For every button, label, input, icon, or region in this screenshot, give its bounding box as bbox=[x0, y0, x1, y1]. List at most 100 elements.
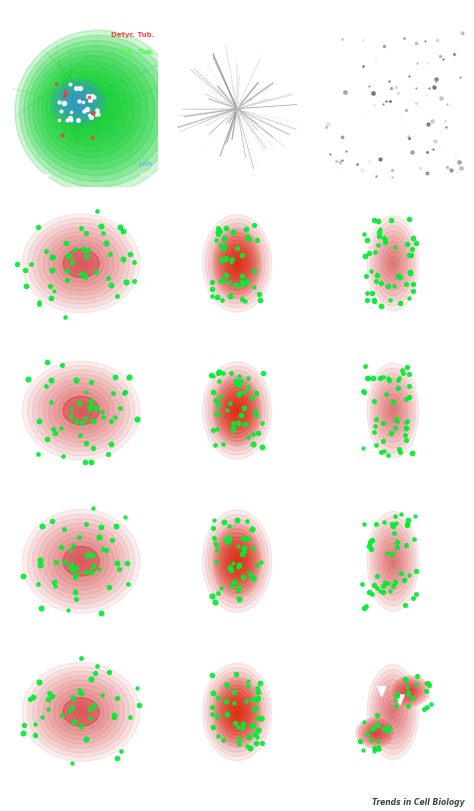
Polygon shape bbox=[218, 236, 256, 290]
Text: Detyr. Tub.: Detyr. Tub. bbox=[111, 32, 155, 38]
Polygon shape bbox=[386, 700, 399, 724]
Polygon shape bbox=[37, 56, 148, 164]
Polygon shape bbox=[227, 396, 247, 425]
Polygon shape bbox=[236, 262, 238, 265]
Text: (B): (B) bbox=[9, 200, 23, 208]
Polygon shape bbox=[64, 249, 99, 278]
Polygon shape bbox=[59, 86, 97, 118]
Polygon shape bbox=[59, 392, 104, 429]
Polygon shape bbox=[227, 546, 247, 577]
Polygon shape bbox=[226, 696, 248, 728]
Polygon shape bbox=[392, 262, 394, 265]
Text: Control: Control bbox=[125, 200, 153, 208]
Polygon shape bbox=[373, 226, 413, 301]
Polygon shape bbox=[408, 688, 415, 693]
Polygon shape bbox=[231, 552, 243, 570]
Polygon shape bbox=[206, 366, 268, 455]
Text: 00:32: 00:32 bbox=[442, 619, 465, 628]
Polygon shape bbox=[381, 242, 405, 285]
Polygon shape bbox=[221, 537, 253, 586]
Polygon shape bbox=[226, 544, 248, 578]
Polygon shape bbox=[27, 366, 135, 456]
Polygon shape bbox=[69, 702, 93, 722]
Text: (E): (E) bbox=[9, 648, 23, 658]
Polygon shape bbox=[224, 392, 250, 429]
Polygon shape bbox=[56, 84, 100, 121]
Polygon shape bbox=[209, 672, 265, 752]
Polygon shape bbox=[236, 710, 238, 714]
Polygon shape bbox=[213, 376, 261, 444]
Polygon shape bbox=[33, 672, 129, 753]
Polygon shape bbox=[27, 667, 135, 757]
Polygon shape bbox=[69, 551, 93, 572]
Polygon shape bbox=[77, 101, 80, 104]
Polygon shape bbox=[370, 221, 416, 306]
Polygon shape bbox=[233, 406, 241, 416]
Polygon shape bbox=[375, 527, 410, 595]
Polygon shape bbox=[236, 108, 238, 109]
Polygon shape bbox=[381, 690, 405, 734]
Text: ACA: ACA bbox=[140, 172, 153, 177]
Polygon shape bbox=[221, 537, 253, 586]
Polygon shape bbox=[63, 547, 100, 576]
Polygon shape bbox=[395, 678, 427, 704]
Polygon shape bbox=[38, 523, 124, 599]
Polygon shape bbox=[236, 409, 238, 412]
Polygon shape bbox=[68, 93, 88, 111]
Text: 00:00: 00:00 bbox=[130, 318, 153, 327]
Polygon shape bbox=[63, 397, 100, 425]
Polygon shape bbox=[19, 36, 175, 187]
Text: 00:16: 00:16 bbox=[286, 619, 309, 628]
Polygon shape bbox=[59, 542, 104, 581]
Polygon shape bbox=[27, 218, 135, 308]
Polygon shape bbox=[22, 509, 140, 613]
Polygon shape bbox=[219, 237, 255, 290]
Polygon shape bbox=[215, 379, 259, 442]
Polygon shape bbox=[206, 514, 268, 608]
Polygon shape bbox=[367, 664, 419, 759]
Polygon shape bbox=[378, 384, 408, 438]
Polygon shape bbox=[375, 378, 410, 443]
Polygon shape bbox=[71, 97, 85, 109]
Polygon shape bbox=[209, 519, 265, 603]
Polygon shape bbox=[393, 676, 429, 706]
Polygon shape bbox=[233, 706, 241, 718]
Text: Tyr. Tub.: Tyr. Tub. bbox=[275, 32, 309, 38]
Polygon shape bbox=[63, 697, 100, 726]
Polygon shape bbox=[370, 517, 416, 606]
Polygon shape bbox=[59, 244, 104, 282]
Polygon shape bbox=[228, 398, 246, 423]
Polygon shape bbox=[73, 97, 93, 116]
Polygon shape bbox=[48, 236, 114, 291]
Polygon shape bbox=[216, 681, 258, 743]
Text: Parthenolide
(TCP inh.): Parthenolide (TCP inh.) bbox=[105, 495, 153, 514]
Polygon shape bbox=[28, 45, 162, 175]
Polygon shape bbox=[213, 678, 261, 746]
Polygon shape bbox=[215, 528, 259, 594]
Text: 00:16: 00:16 bbox=[286, 466, 309, 474]
Polygon shape bbox=[386, 549, 399, 573]
Polygon shape bbox=[223, 693, 251, 732]
Polygon shape bbox=[212, 375, 262, 446]
Polygon shape bbox=[383, 393, 402, 427]
Polygon shape bbox=[206, 667, 268, 757]
Polygon shape bbox=[236, 409, 238, 412]
Polygon shape bbox=[230, 702, 244, 722]
Polygon shape bbox=[233, 106, 241, 111]
Polygon shape bbox=[65, 91, 91, 114]
Polygon shape bbox=[215, 680, 259, 744]
Text: 00:00: 00:00 bbox=[130, 619, 153, 628]
Polygon shape bbox=[48, 532, 114, 590]
Polygon shape bbox=[223, 243, 251, 283]
Text: 00:32: 00:32 bbox=[442, 766, 465, 775]
Polygon shape bbox=[216, 380, 258, 441]
Polygon shape bbox=[203, 362, 272, 459]
Polygon shape bbox=[59, 693, 104, 731]
Polygon shape bbox=[381, 539, 405, 585]
Polygon shape bbox=[80, 409, 83, 412]
Polygon shape bbox=[15, 30, 182, 193]
Polygon shape bbox=[64, 86, 107, 128]
Polygon shape bbox=[218, 684, 256, 740]
Polygon shape bbox=[80, 560, 83, 563]
Polygon shape bbox=[410, 690, 412, 692]
